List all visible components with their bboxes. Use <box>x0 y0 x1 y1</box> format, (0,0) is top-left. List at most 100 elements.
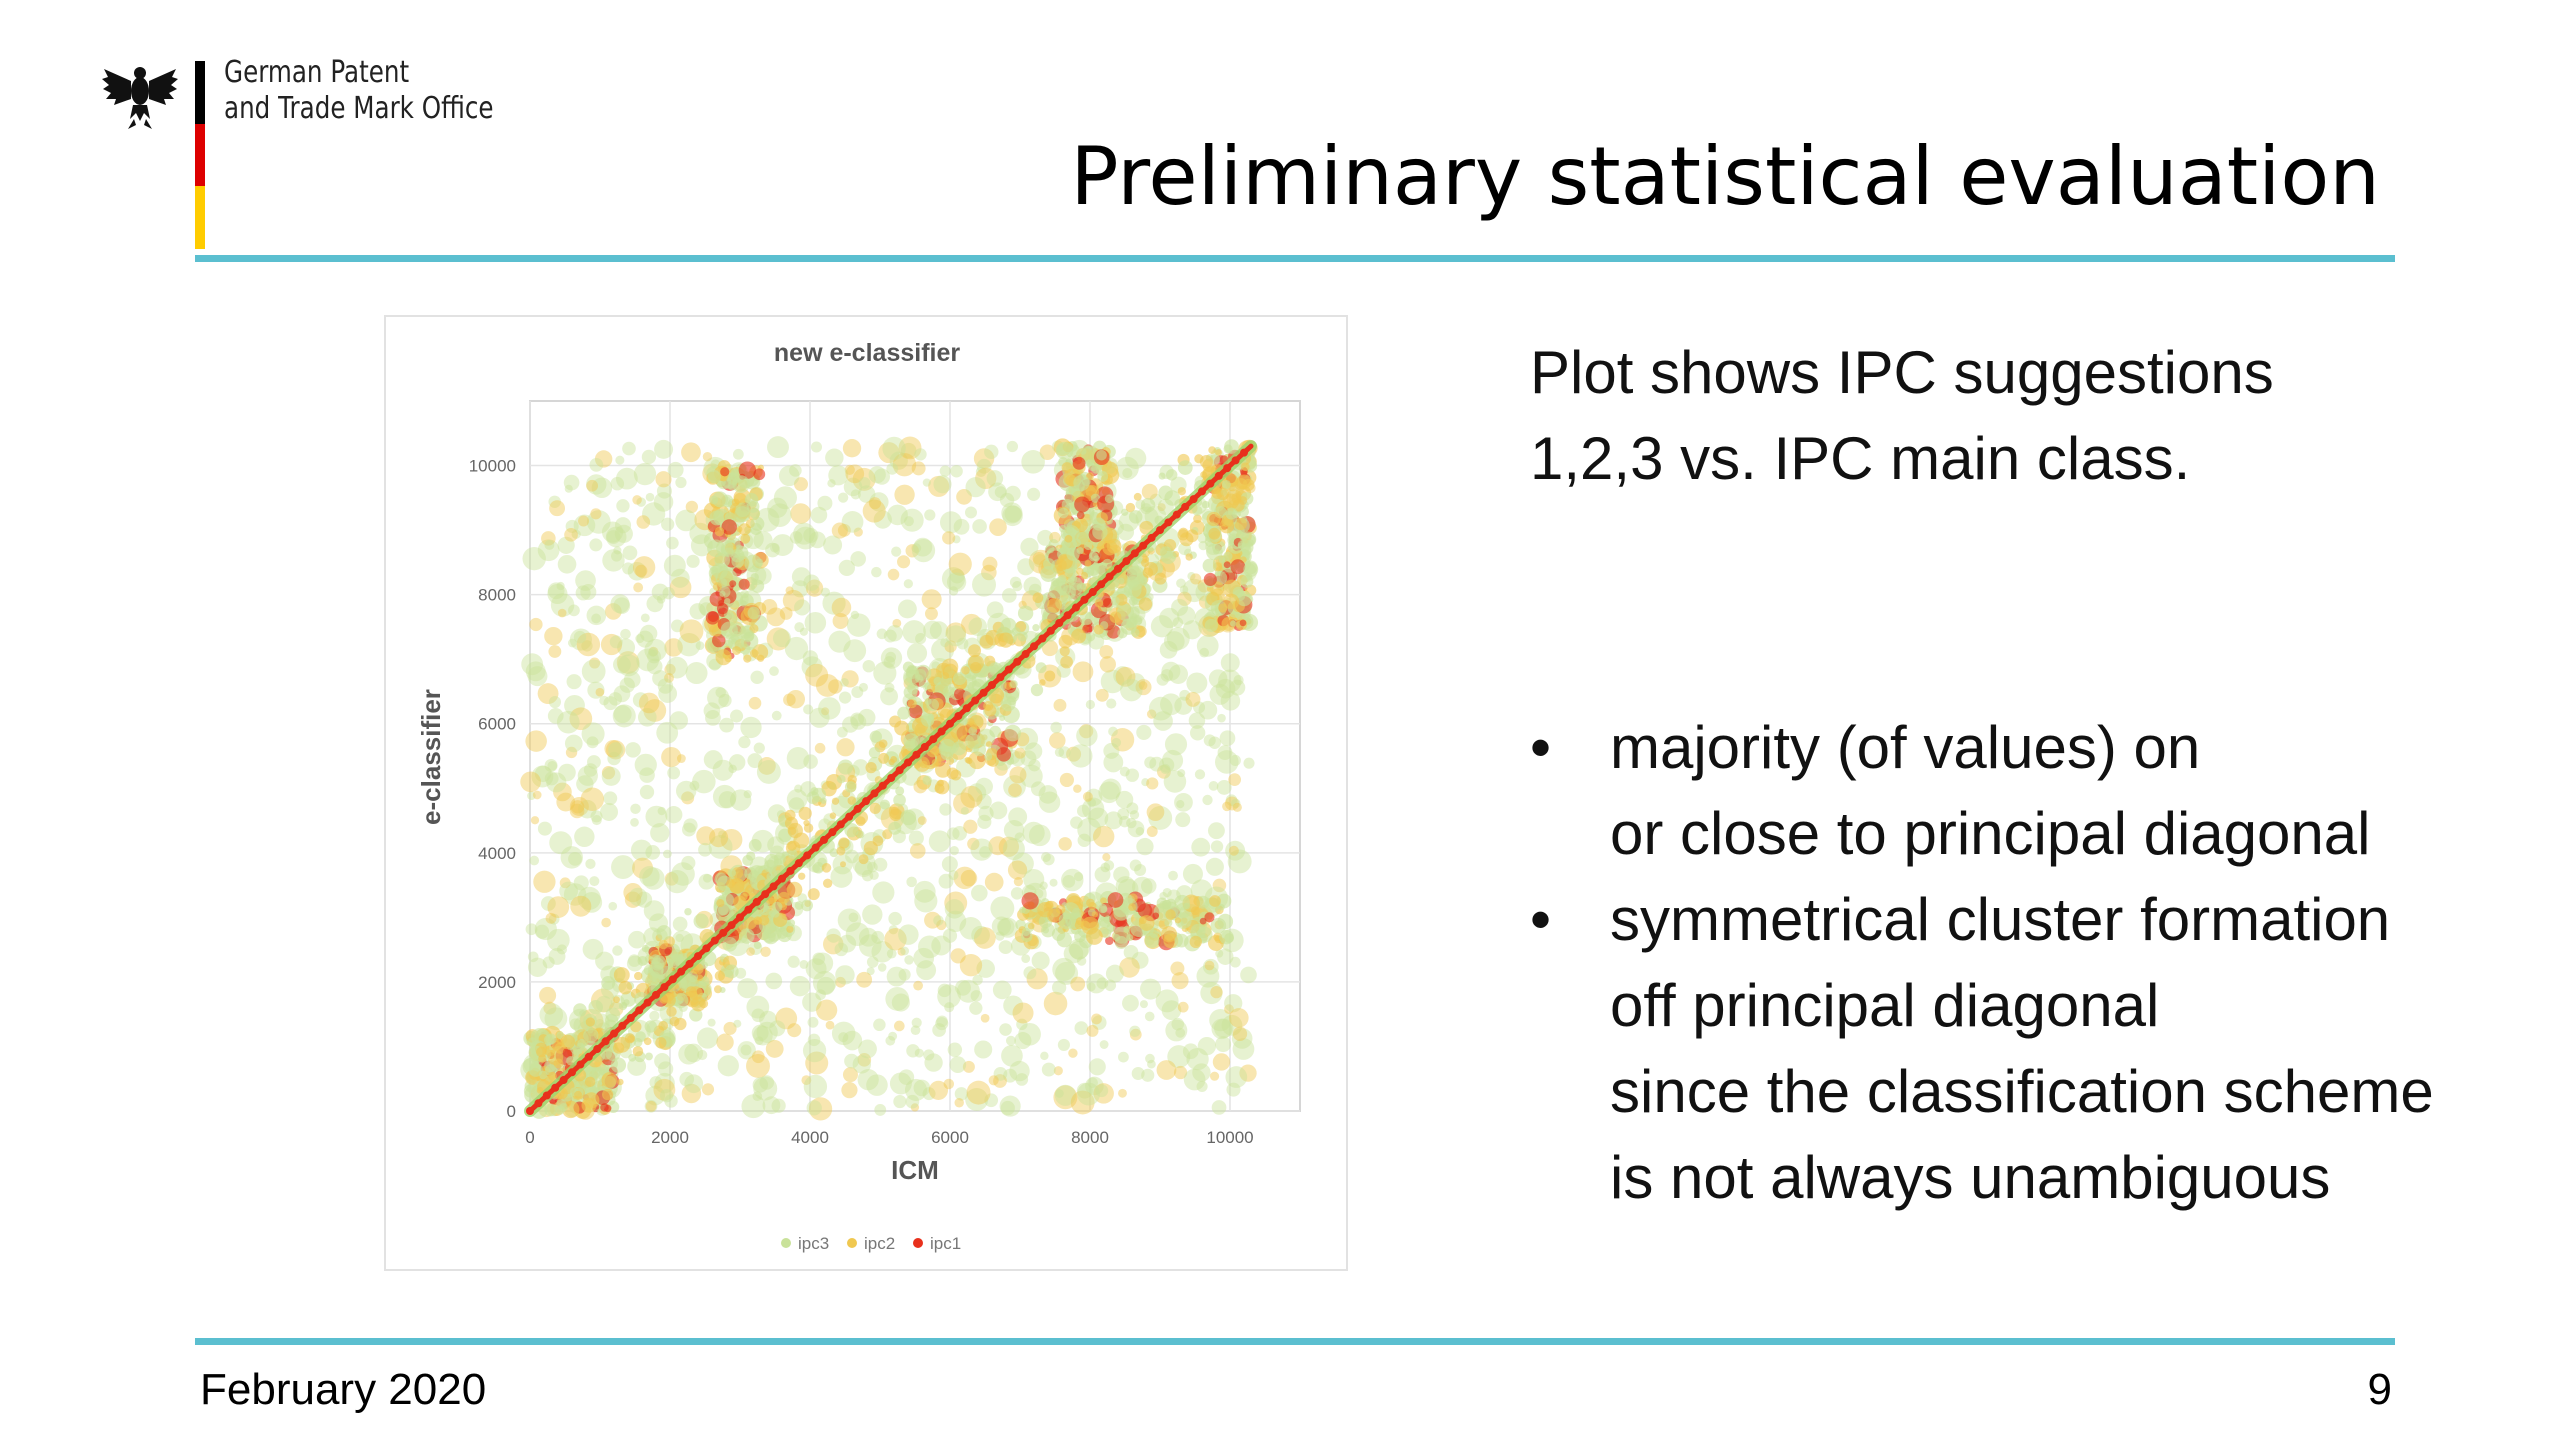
point-ipc3 <box>642 502 666 526</box>
point-ipc3 <box>922 478 932 487</box>
point-ipc3 <box>1103 742 1120 759</box>
point-ipc1 <box>912 750 921 759</box>
point-ipc3 <box>1140 497 1156 513</box>
point-ipc2 <box>1058 837 1072 851</box>
point-ipc3 <box>910 1025 921 1036</box>
point-ipc1 <box>702 944 711 953</box>
point-ipc2 <box>1039 444 1056 460</box>
point-ipc3 <box>1006 440 1019 453</box>
point-ipc2 <box>1060 655 1073 669</box>
point-ipc3 <box>639 624 658 643</box>
point-ipc2 <box>980 1013 990 1023</box>
point-ipc3 <box>838 1032 849 1043</box>
point-ipc3 <box>1134 617 1143 625</box>
point-ipc3 <box>1097 471 1109 482</box>
point-ipc3 <box>976 959 995 978</box>
point-ipc3 <box>678 1043 700 1065</box>
point-ipc3 <box>997 918 1015 936</box>
point-ipc1 <box>542 1091 551 1100</box>
x-tick-label: 10000 <box>1206 1128 1253 1147</box>
point-ipc3 <box>586 510 611 534</box>
point-ipc2 <box>979 634 994 649</box>
point-ipc2 <box>1027 922 1035 930</box>
point-ipc3 <box>953 518 970 535</box>
x-tick-label: 0 <box>525 1128 534 1147</box>
point-ipc3 <box>1100 778 1122 800</box>
point-ipc3 <box>791 580 809 598</box>
point-ipc2 <box>1095 688 1109 702</box>
point-ipc3 <box>1023 576 1042 595</box>
point-ipc2 <box>709 828 729 848</box>
point-ipc2 <box>852 467 876 491</box>
point-ipc3 <box>708 834 733 859</box>
point-ipc2 <box>569 707 593 731</box>
point-ipc2 <box>920 760 928 769</box>
point-ipc2 <box>821 707 830 716</box>
point-ipc3 <box>952 535 961 544</box>
point-ipc2 <box>685 986 697 998</box>
point-ipc2 <box>570 895 592 917</box>
point-ipc3 <box>1049 878 1058 887</box>
point-ipc3 <box>560 846 583 869</box>
point-ipc3 <box>664 1094 678 1108</box>
point-ipc2 <box>1173 1065 1188 1080</box>
point-ipc3 <box>644 1020 657 1033</box>
point-ipc3 <box>527 951 539 963</box>
point-ipc3 <box>895 786 905 796</box>
point-ipc2 <box>1215 449 1222 456</box>
point-ipc3 <box>884 682 895 693</box>
point-ipc3 <box>862 659 875 673</box>
point-ipc2 <box>1071 628 1087 644</box>
point-ipc3 <box>1179 689 1191 701</box>
point-ipc2 <box>892 452 917 477</box>
point-ipc2 <box>586 479 599 492</box>
point-ipc2 <box>782 589 805 612</box>
point-ipc1 <box>971 696 980 705</box>
point-ipc3 <box>1147 1059 1156 1069</box>
point-ipc3 <box>1217 913 1234 930</box>
point-ipc2 <box>981 564 997 581</box>
point-ipc2 <box>913 980 923 991</box>
point-ipc3 <box>1097 903 1108 914</box>
point-ipc3 <box>956 637 969 650</box>
point-ipc3 <box>844 781 857 793</box>
point-ipc3 <box>1192 505 1203 516</box>
point-ipc3 <box>794 622 805 633</box>
point-ipc2 <box>1099 656 1116 673</box>
point-ipc3 <box>707 539 725 558</box>
point-ipc2 <box>786 925 794 933</box>
point-ipc2 <box>632 857 654 879</box>
point-ipc3 <box>1205 857 1224 876</box>
point-ipc3 <box>1129 810 1140 820</box>
data-points <box>520 436 1259 1121</box>
point-ipc3 <box>751 1024 769 1042</box>
point-ipc3 <box>1182 1043 1199 1060</box>
point-ipc3 <box>767 497 788 518</box>
point-ipc3 <box>936 1015 948 1028</box>
point-ipc3 <box>1236 590 1252 607</box>
point-ipc3 <box>547 760 558 771</box>
point-ipc3 <box>817 495 833 511</box>
point-ipc1 <box>845 812 854 821</box>
point-ipc2 <box>643 699 667 722</box>
point-ipc3 <box>1100 669 1125 694</box>
point-ipc3 <box>1165 1019 1188 1042</box>
point-ipc3 <box>573 514 596 537</box>
point-ipc3 <box>1165 469 1178 481</box>
point-ipc3 <box>1226 1082 1241 1097</box>
point-ipc3 <box>769 1020 786 1037</box>
point-ipc3 <box>1149 756 1165 772</box>
point-ipc3 <box>568 851 582 866</box>
point-ipc3 <box>866 956 879 968</box>
point-ipc2 <box>1032 592 1044 604</box>
point-ipc2 <box>907 699 917 709</box>
point-ipc3 <box>675 476 687 489</box>
point-ipc2 <box>1059 772 1074 788</box>
point-ipc1 <box>668 975 677 984</box>
point-ipc3 <box>1062 874 1076 888</box>
point-ipc3 <box>1163 770 1187 793</box>
bullet-item-1: • majority (of values) on or close to pr… <box>1530 705 2434 877</box>
point-ipc3 <box>882 436 906 461</box>
bullet-2-line-2: off principal diagonal <box>1610 972 2160 1039</box>
point-ipc3 <box>1101 928 1112 939</box>
